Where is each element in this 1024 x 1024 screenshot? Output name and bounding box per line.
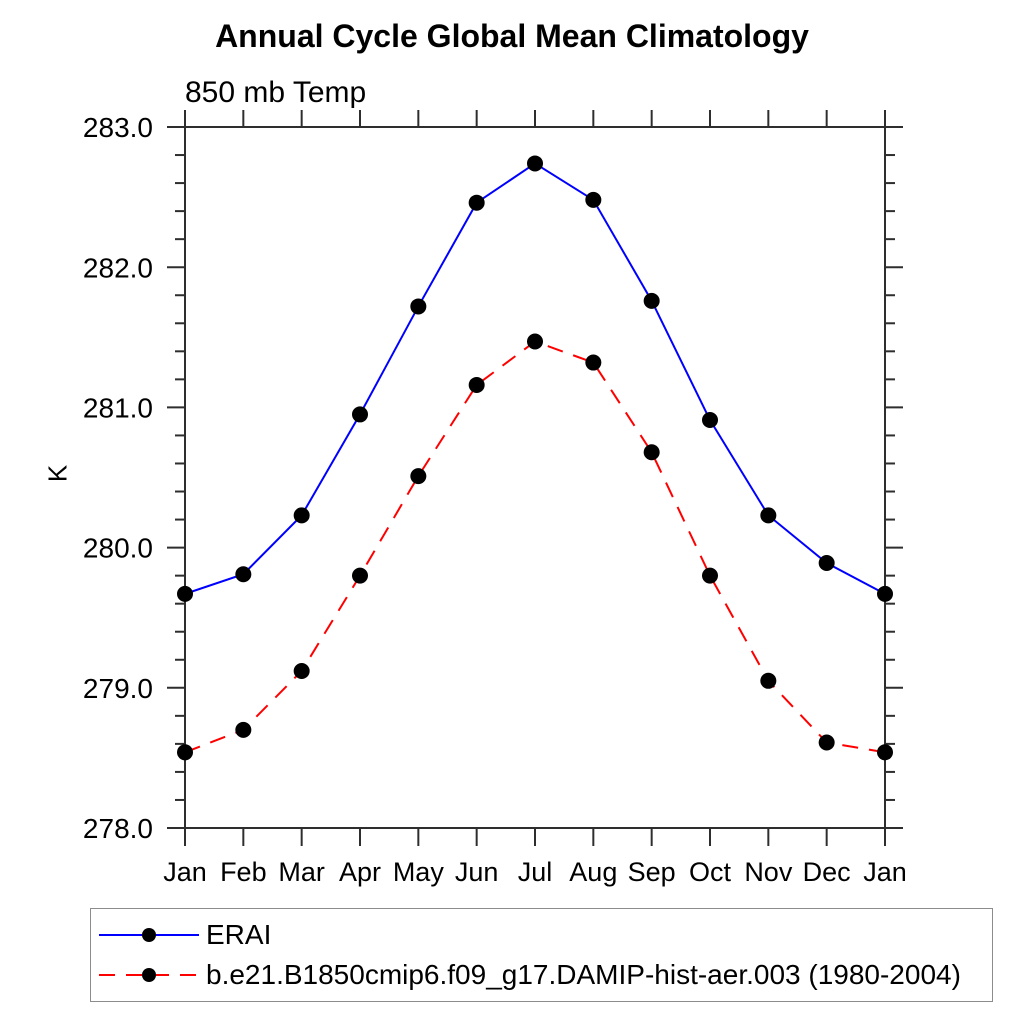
series-1-marker bbox=[177, 744, 193, 761]
chart-title: Annual Cycle Global Mean Climatology bbox=[215, 18, 809, 54]
series-0-marker bbox=[877, 585, 893, 602]
plot-frame bbox=[184, 126, 886, 829]
series-1-marker bbox=[527, 333, 543, 350]
series-1-marker bbox=[585, 354, 602, 371]
x-tick-label: Sep bbox=[628, 857, 676, 887]
series-1-marker bbox=[410, 468, 427, 485]
x-tick-label: May bbox=[393, 857, 445, 887]
series-0-marker bbox=[352, 406, 368, 423]
series-1-marker bbox=[818, 734, 835, 751]
series-1-marker bbox=[760, 672, 777, 689]
series-1-marker bbox=[702, 567, 718, 584]
series-0-marker bbox=[468, 194, 485, 211]
y-tick-label: 282.0 bbox=[83, 252, 153, 283]
y-tick-label: 283.0 bbox=[83, 112, 153, 143]
y-tick-label: 279.0 bbox=[83, 673, 153, 704]
erai-line-sample bbox=[99, 928, 199, 942]
series-1-marker bbox=[352, 567, 368, 584]
series-0-marker bbox=[177, 585, 193, 602]
series-1-line bbox=[184, 340, 886, 754]
series-0-marker bbox=[702, 412, 718, 429]
series-1-marker bbox=[643, 444, 660, 461]
x-tick-label: Jul bbox=[518, 857, 553, 887]
legend-item-erai: ERAI bbox=[97, 919, 992, 950]
x-tick-label: Dec bbox=[803, 857, 851, 887]
legend-label-erai: ERAI bbox=[206, 919, 272, 950]
series-0-marker bbox=[527, 155, 543, 172]
series-0-marker bbox=[293, 507, 310, 524]
x-tick-label: Apr bbox=[339, 857, 381, 887]
series-0-marker bbox=[643, 292, 660, 309]
series-0-marker bbox=[585, 191, 602, 208]
x-tick-label: Nov bbox=[744, 857, 793, 887]
series-1-marker bbox=[293, 662, 310, 679]
series-1-marker bbox=[235, 721, 252, 738]
x-tick-label: Mar bbox=[278, 857, 325, 887]
x-tick-label: Jan bbox=[163, 857, 207, 887]
series-0-marker bbox=[818, 555, 835, 572]
x-tick-label: Oct bbox=[689, 857, 732, 887]
y-tick-label: 281.0 bbox=[83, 392, 153, 423]
series-1-marker bbox=[877, 744, 893, 761]
model-line-sample bbox=[99, 968, 199, 982]
x-tick-label: Feb bbox=[220, 857, 267, 887]
legend-box: ERAI b.e21.B1850cmip6.f09_g17.DAMIP-hist… bbox=[90, 908, 993, 1002]
x-tick-label: Jan bbox=[863, 857, 907, 887]
x-tick-label: Jun bbox=[455, 857, 499, 887]
series-0-line bbox=[184, 162, 886, 595]
series-1-marker bbox=[468, 376, 485, 393]
x-tick-label: Aug bbox=[569, 857, 617, 887]
y-tick-label: 278.0 bbox=[83, 813, 153, 844]
chart-subtitle: 850 mb Temp bbox=[185, 76, 367, 109]
y-tick-label: 280.0 bbox=[83, 533, 153, 564]
series-0-marker bbox=[760, 507, 777, 524]
series-0-marker bbox=[410, 298, 427, 315]
legend-item-model: b.e21.B1850cmip6.f09_g17.DAMIP-hist-aer.… bbox=[97, 959, 992, 990]
legend-label-model: b.e21.B1850cmip6.f09_g17.DAMIP-hist-aer.… bbox=[206, 959, 961, 990]
series-0-marker bbox=[235, 566, 252, 583]
